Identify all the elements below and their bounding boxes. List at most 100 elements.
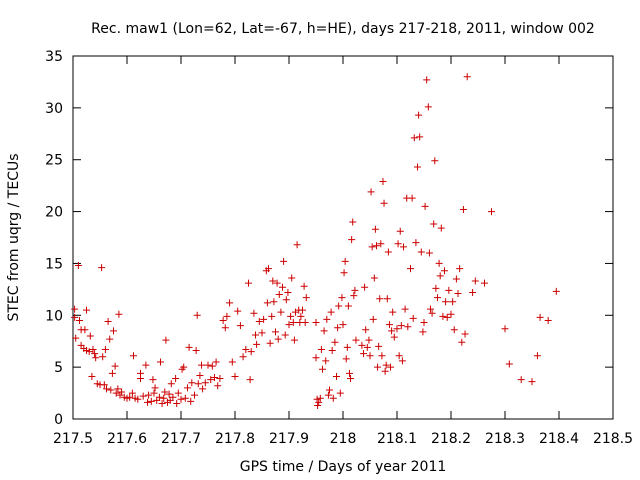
data-point <box>450 326 458 334</box>
data-point <box>326 386 333 394</box>
chart-title: Rec. maw1 (Lon=62, Lat=-67, h=HE), days … <box>91 21 595 37</box>
data-point <box>336 389 344 397</box>
data-point <box>98 264 106 272</box>
data-point <box>397 322 405 330</box>
data-point <box>239 353 247 361</box>
data-point <box>139 392 147 400</box>
data-point <box>372 242 380 250</box>
data-point <box>461 330 469 338</box>
y-tick-label: 20 <box>45 205 63 221</box>
data-point <box>81 326 89 334</box>
data-point <box>345 369 353 377</box>
x-tick-label: 217.5 <box>53 431 93 447</box>
data-point <box>128 389 136 397</box>
data-point <box>375 342 383 350</box>
data-point <box>155 393 163 401</box>
data-point <box>242 346 250 354</box>
data-point <box>301 319 309 327</box>
data-point <box>162 336 170 344</box>
data-point <box>417 248 425 256</box>
data-point <box>432 284 440 292</box>
data-point <box>395 352 403 360</box>
data-point <box>379 177 387 185</box>
data-point <box>99 353 107 361</box>
data-point <box>341 257 349 265</box>
data-point <box>366 352 374 360</box>
data-point <box>221 324 229 332</box>
data-point <box>434 294 441 302</box>
data-point <box>236 322 244 330</box>
data-point <box>441 267 449 275</box>
data-point <box>312 354 320 362</box>
y-tick-label: 15 <box>45 256 63 272</box>
data-point <box>89 346 97 354</box>
data-point <box>536 313 544 321</box>
data-point <box>216 375 224 383</box>
data-point <box>408 194 416 202</box>
data-point <box>314 402 322 410</box>
data-point <box>299 306 306 314</box>
data-point <box>74 262 82 270</box>
data-point <box>167 380 175 388</box>
data-point <box>404 323 412 331</box>
data-point <box>118 388 126 396</box>
data-point <box>255 318 263 326</box>
data-point <box>293 241 301 249</box>
data-point <box>231 372 239 380</box>
data-point <box>424 103 432 111</box>
data-point <box>165 390 173 398</box>
x-axis: 217.5 217.6 217.7 217.8 217.9 218 218.1 218.2 21… <box>53 56 633 447</box>
data-point <box>196 371 204 379</box>
data-point <box>214 382 222 390</box>
data-point <box>137 375 144 383</box>
data-point <box>334 324 342 332</box>
data-point <box>437 224 445 232</box>
data-point <box>552 287 560 295</box>
data-point <box>199 385 207 393</box>
data-point <box>71 313 79 321</box>
data-point <box>115 310 123 318</box>
data-point <box>384 248 392 256</box>
data-point <box>277 308 285 316</box>
data-point <box>389 308 397 316</box>
x-tick-label: 218.3 <box>485 431 525 447</box>
data-point <box>112 389 120 397</box>
data-point <box>180 363 188 371</box>
data-point <box>177 395 185 403</box>
data-point <box>201 379 209 387</box>
x-axis-label: GPS time / Days of year 2011 <box>240 459 447 475</box>
data-point <box>383 295 391 303</box>
data-point <box>228 358 236 366</box>
data-point <box>111 362 119 370</box>
x-tick-label: 218.4 <box>539 431 579 447</box>
data-point <box>458 338 466 346</box>
data-point <box>439 312 447 320</box>
data-point <box>323 315 331 323</box>
data-point <box>297 312 305 320</box>
data-point <box>114 385 122 393</box>
data-point <box>185 343 193 351</box>
data-point <box>282 296 290 304</box>
data-point <box>421 202 429 210</box>
data-point <box>266 339 274 347</box>
data-point <box>287 312 295 320</box>
data-point <box>173 399 181 407</box>
data-point <box>269 277 277 285</box>
data-point <box>193 311 201 319</box>
data-point <box>194 380 202 388</box>
data-point <box>363 343 371 351</box>
data-point <box>106 335 114 343</box>
data-point <box>394 240 402 248</box>
data-point <box>145 391 153 399</box>
data-point <box>210 374 218 382</box>
data-point <box>414 163 422 171</box>
data-point <box>116 391 124 399</box>
data-point <box>188 379 196 387</box>
x-tick-label: 217.6 <box>107 431 147 447</box>
data-point <box>234 307 242 315</box>
data-point <box>204 361 212 369</box>
data-point <box>129 352 137 360</box>
data-point <box>410 134 418 142</box>
data-point <box>409 314 417 322</box>
data-point <box>320 327 328 335</box>
